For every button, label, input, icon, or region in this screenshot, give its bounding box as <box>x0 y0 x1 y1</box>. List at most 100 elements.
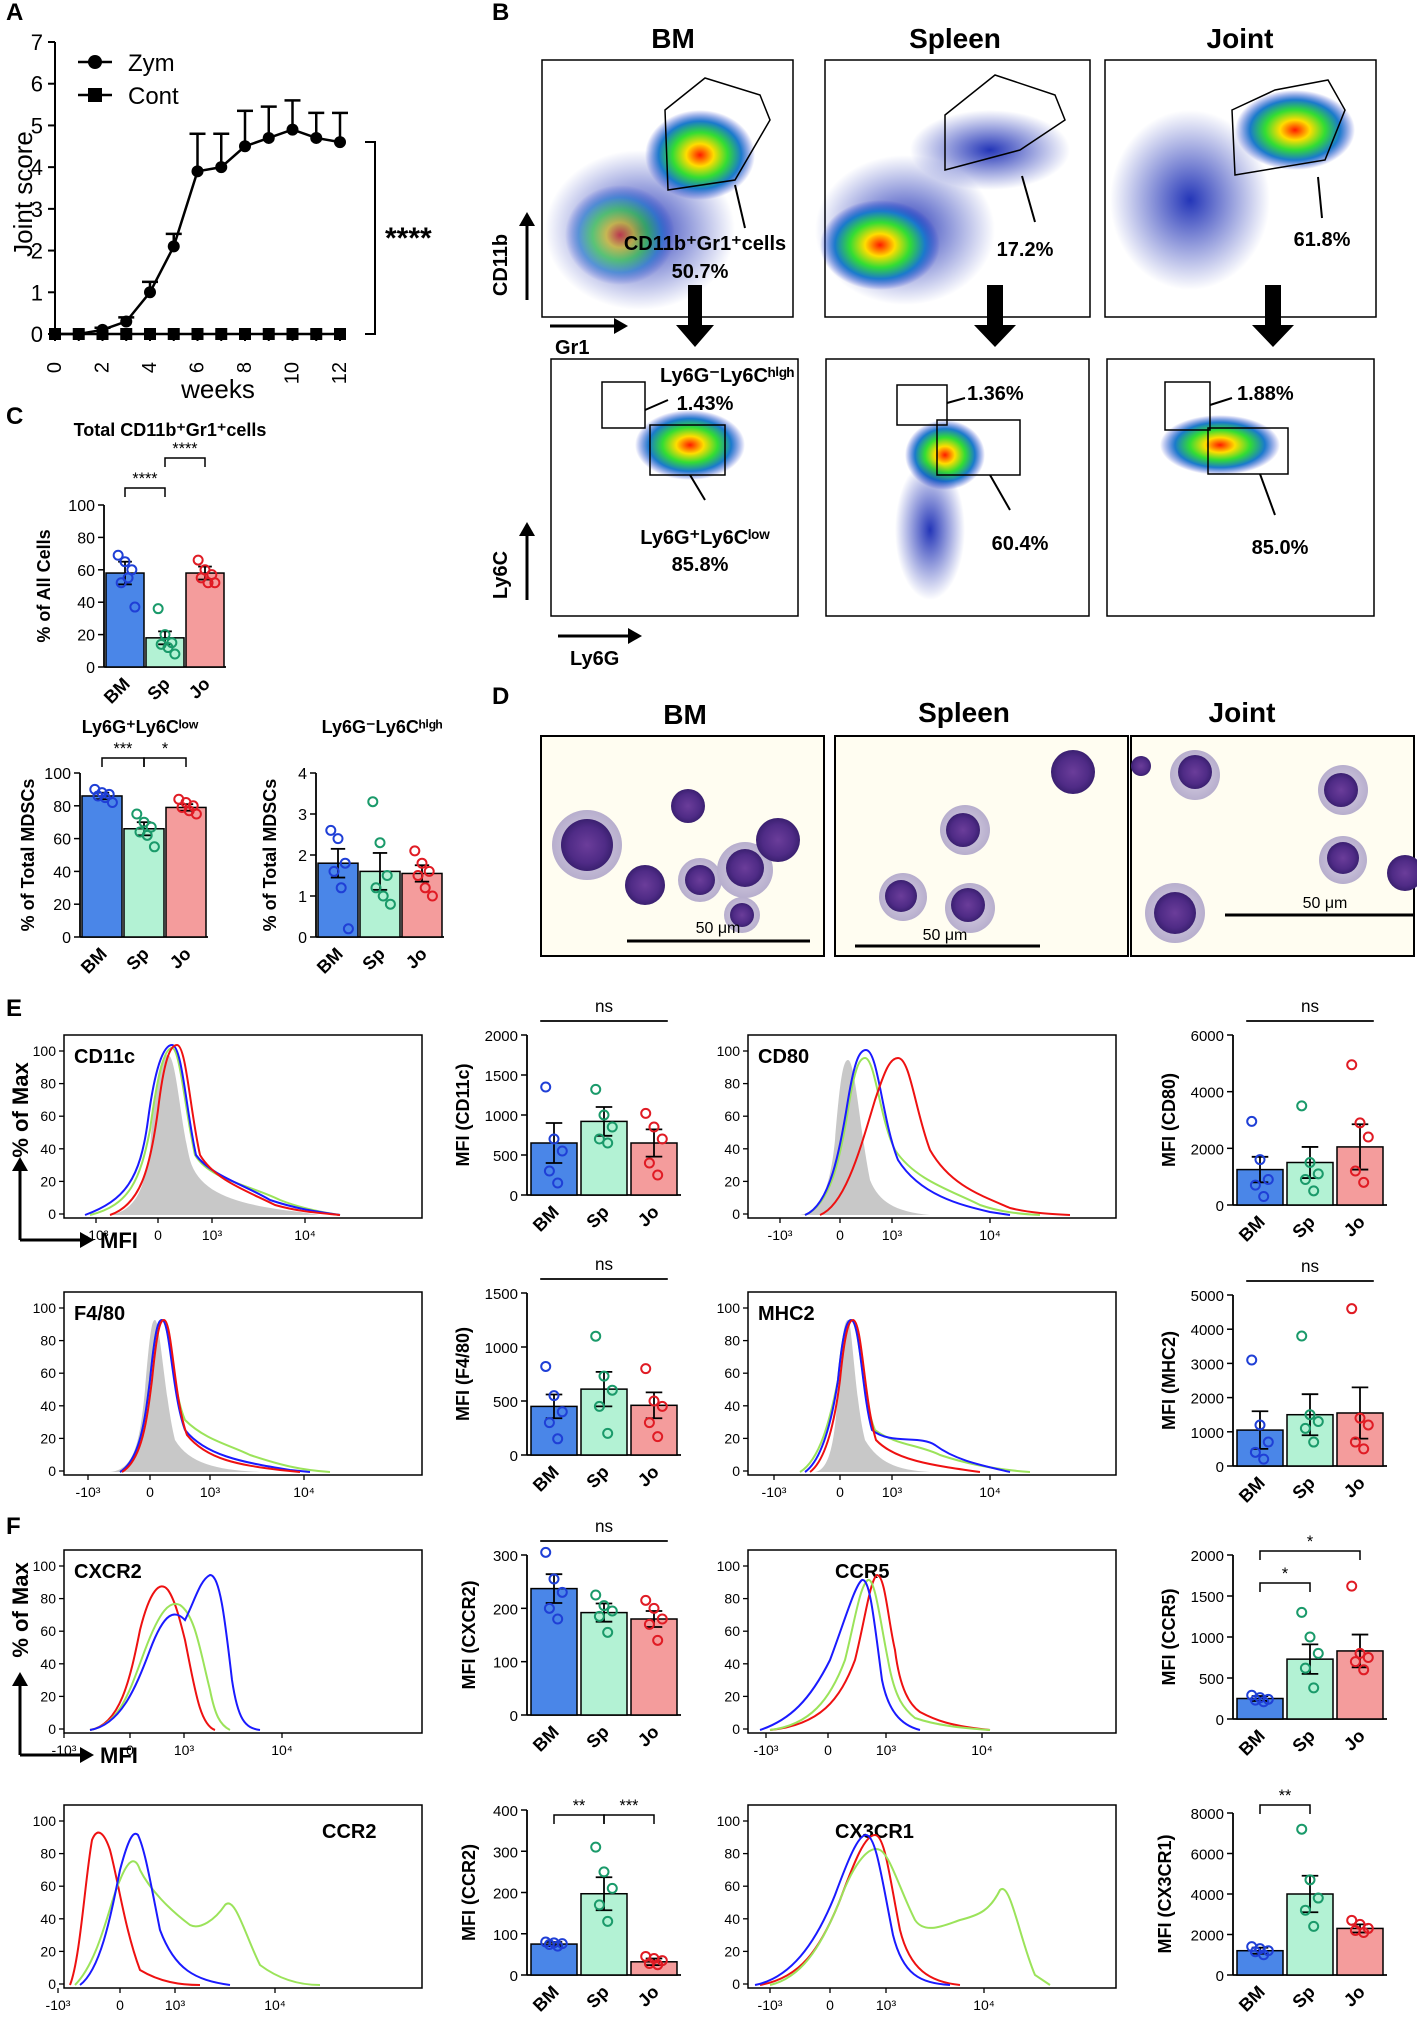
a-xtick-label: 4 <box>139 362 161 373</box>
bar-xtick-label: Sp <box>122 944 152 974</box>
histo-yarrow-e <box>12 1157 28 1171</box>
histo-ytick-label: 0 <box>732 1976 740 1992</box>
bar-ylabel: MFI (CD11c) <box>453 1063 473 1166</box>
histo-xtick-label: -10³ <box>46 1997 71 2013</box>
bar-xtick-label: Jo <box>1340 1726 1369 1755</box>
histo-xtick-label: 10⁴ <box>971 1742 993 1758</box>
histo-ytick-label: 100 <box>33 1043 57 1059</box>
histo-ytick-label: 60 <box>724 1365 740 1381</box>
histo-axes: 0 20 40 60 80 100 -10³ 0 10³ 10⁴ <box>717 1300 1001 1500</box>
bar-ytick-label: 2000 <box>1191 1391 1224 1408</box>
bar-xtick-label: BM <box>529 1202 563 1236</box>
histo-ytick-label: 40 <box>724 1911 740 1927</box>
bar-point <box>92 790 104 802</box>
bar-ytick-label: 2000 <box>1191 1928 1224 1945</box>
a-point-cont <box>262 328 275 340</box>
bar-point <box>602 1427 614 1439</box>
histo-ytick-label: 20 <box>724 1173 740 1189</box>
pct-bm-low: 85.8% <box>672 554 729 576</box>
bar-point <box>1354 1412 1366 1424</box>
histo-xtick-label: 10³ <box>165 1997 186 2013</box>
bar-point <box>1262 1436 1274 1448</box>
down-arrow-bm <box>676 285 714 347</box>
bar-point <box>152 603 164 615</box>
histo-ytick-label: 20 <box>724 1943 740 1959</box>
histo-frame-cx3cr1 <box>747 1804 1117 1989</box>
histo-ytick-label: 100 <box>33 1558 57 1574</box>
histo-xtick-label: -10³ <box>758 1997 783 2013</box>
bar-ylabel: % of Total MDSCs <box>260 779 280 932</box>
bar-point <box>552 1177 564 1189</box>
histo-ytick-label: 80 <box>40 1591 56 1607</box>
bar-ytick-label: 0 <box>1216 1198 1224 1215</box>
bar-point <box>1308 1185 1320 1197</box>
bar-point <box>1308 1920 1320 1932</box>
bar-bracket-label: *** <box>114 740 134 758</box>
bar-ylabel: % of All Cells <box>34 529 54 642</box>
histo-ytick-label: 0 <box>48 1206 56 1222</box>
bar-xtick-label: Sp <box>582 1982 612 2012</box>
bar-point <box>540 1360 552 1372</box>
bar-ytick-label: 2000 <box>485 1028 518 1045</box>
histo-frame-ccr2 <box>63 1804 423 1989</box>
bar-ytick-label: 300 <box>493 1844 518 1861</box>
histo-ytick-label: 40 <box>40 1141 56 1157</box>
bar-point <box>1299 1662 1311 1674</box>
histo-xtick-label: 10⁴ <box>979 1484 1001 1500</box>
pct-bm-top: 50.7% <box>672 261 729 283</box>
bar-xtick-label: Jo <box>634 1982 663 2011</box>
gr1-axis-arrow <box>614 318 628 334</box>
histo-title-cd11c: CD11c <box>74 1046 135 1068</box>
bar-bracket <box>1259 1550 1361 1560</box>
bar-point <box>656 1400 668 1412</box>
pct-joint-high: 1.88% <box>1237 383 1294 405</box>
legend-cont-marker <box>88 88 102 102</box>
histo-title-cd80: CD80 <box>758 1046 809 1068</box>
a-point-zym <box>191 165 204 178</box>
weeks-xlabel: weeks <box>180 374 255 404</box>
histo-axes: 0 20 40 60 80 100 -10³ 0 10³ 10⁴ <box>33 1043 316 1243</box>
a-point-zym <box>167 240 180 253</box>
bar-point <box>1296 1606 1308 1618</box>
micro-title-joint: Joint <box>1209 697 1276 728</box>
bar-ytick-label: 0 <box>510 1448 518 1465</box>
bar-point <box>1346 1303 1358 1315</box>
bar-point <box>652 1634 664 1646</box>
bar-ylabel: MFI (F4/80) <box>453 1327 473 1421</box>
a-point-zym <box>334 136 346 149</box>
bar-ytick-label: 0 <box>298 930 307 947</box>
bar-point <box>602 1915 614 1927</box>
bar-point <box>606 1384 618 1396</box>
bar-point <box>1249 1179 1261 1191</box>
histo-ytick-label: 20 <box>40 1173 56 1189</box>
a-point-cont <box>310 328 323 340</box>
a-ytick-label: 5 <box>31 113 43 138</box>
bar-title: Ly6G⁻Ly6Cʰⁱᵍʰ <box>322 717 443 737</box>
bar-point <box>648 1395 660 1407</box>
histo-ytick-label: 100 <box>33 1300 57 1316</box>
bar-point <box>1304 1409 1316 1421</box>
bar-ylabel: MFI (CX3CR1) <box>1155 1834 1175 1953</box>
bar-xtick-label: Sp <box>143 674 173 704</box>
bar-point <box>1296 1330 1308 1342</box>
bar-ylabel: MFI (CD80) <box>1159 1073 1179 1167</box>
bar-point <box>556 1406 568 1418</box>
bar-point <box>652 1959 664 1971</box>
axis-label-gr1: Gr1 <box>555 337 589 359</box>
bar-point <box>381 870 393 881</box>
bar-ytick-label: 80 <box>53 799 71 816</box>
bar-xtick-label: Jo <box>634 1202 663 1231</box>
pct-spleen-low: 60.4% <box>992 533 1049 555</box>
a-point-cont <box>286 328 299 340</box>
bar-point <box>1258 1949 1270 1961</box>
bar-point <box>543 1602 555 1614</box>
histo-ytick-label: 20 <box>40 1943 56 1959</box>
micro-title-spleen: Spleen <box>918 697 1010 728</box>
bar-ytick-label: 300 <box>493 1548 518 1565</box>
bar-point <box>1358 1443 1370 1455</box>
bar-point <box>1296 1823 1308 1835</box>
bar-point <box>423 865 435 877</box>
bar-ylabel: % of Total MDSCs <box>18 779 38 932</box>
bar-xtick-label: Jo <box>634 1462 663 1491</box>
